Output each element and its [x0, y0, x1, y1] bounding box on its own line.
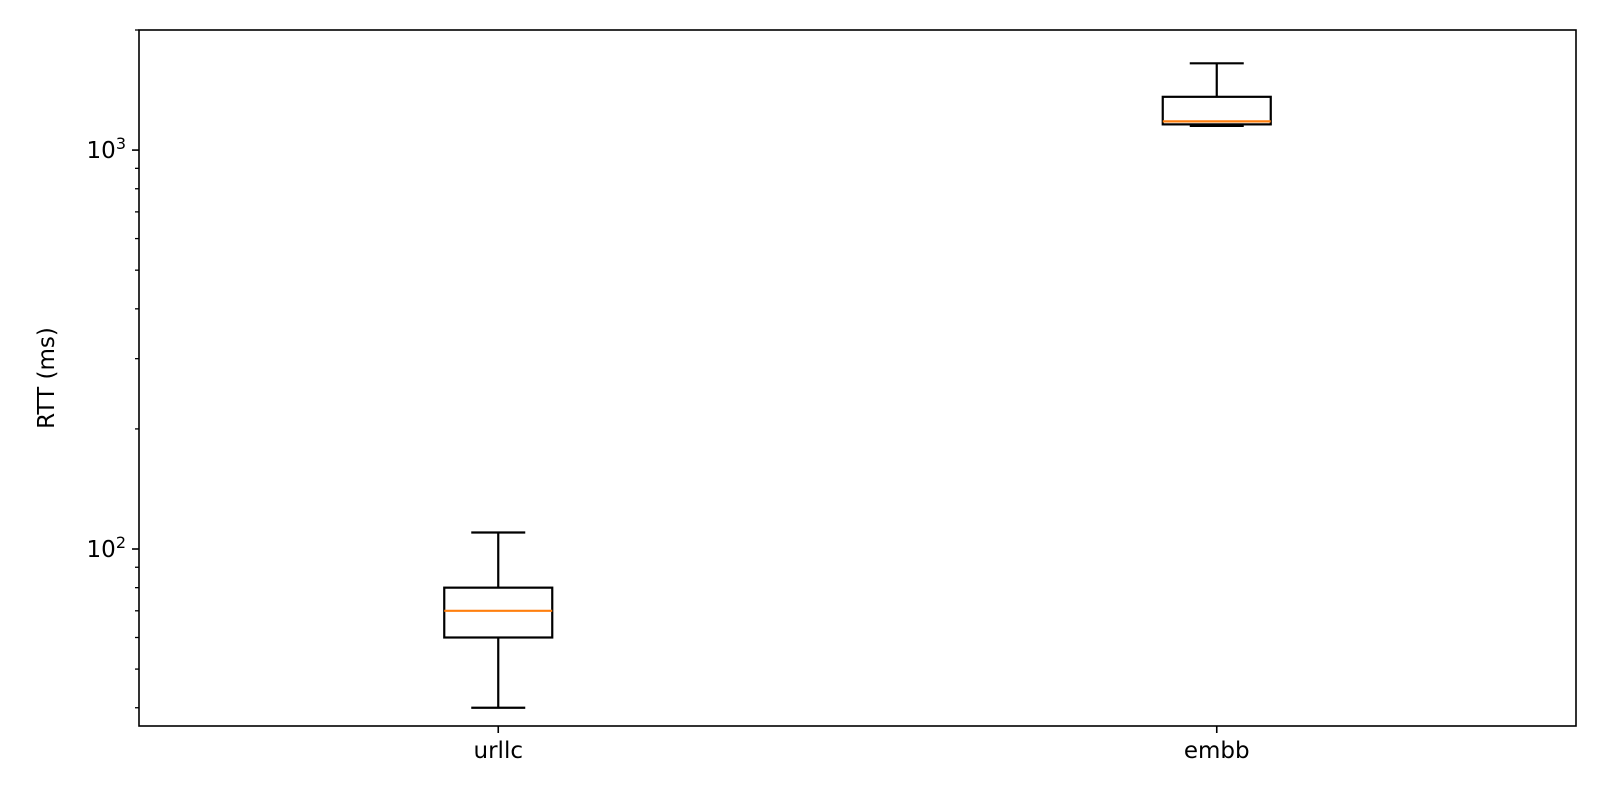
x-tick-label: embb	[1184, 738, 1250, 764]
iqr-box-embb	[1161, 95, 1272, 126]
x-axis: urllc embb	[474, 726, 1250, 764]
plot-frame	[138, 29, 1577, 727]
boxes-layer	[443, 62, 1272, 709]
y-tick-label: 102	[87, 533, 126, 563]
box-urllc	[443, 531, 554, 709]
y-tick-label: 103	[87, 134, 126, 164]
iqr-box-urllc	[443, 586, 554, 639]
box-embb	[1161, 62, 1272, 127]
x-tick-label: urllc	[474, 738, 523, 764]
y-axis-label: RTT (ms)	[34, 327, 60, 429]
y-axis: 102 103	[87, 29, 139, 709]
